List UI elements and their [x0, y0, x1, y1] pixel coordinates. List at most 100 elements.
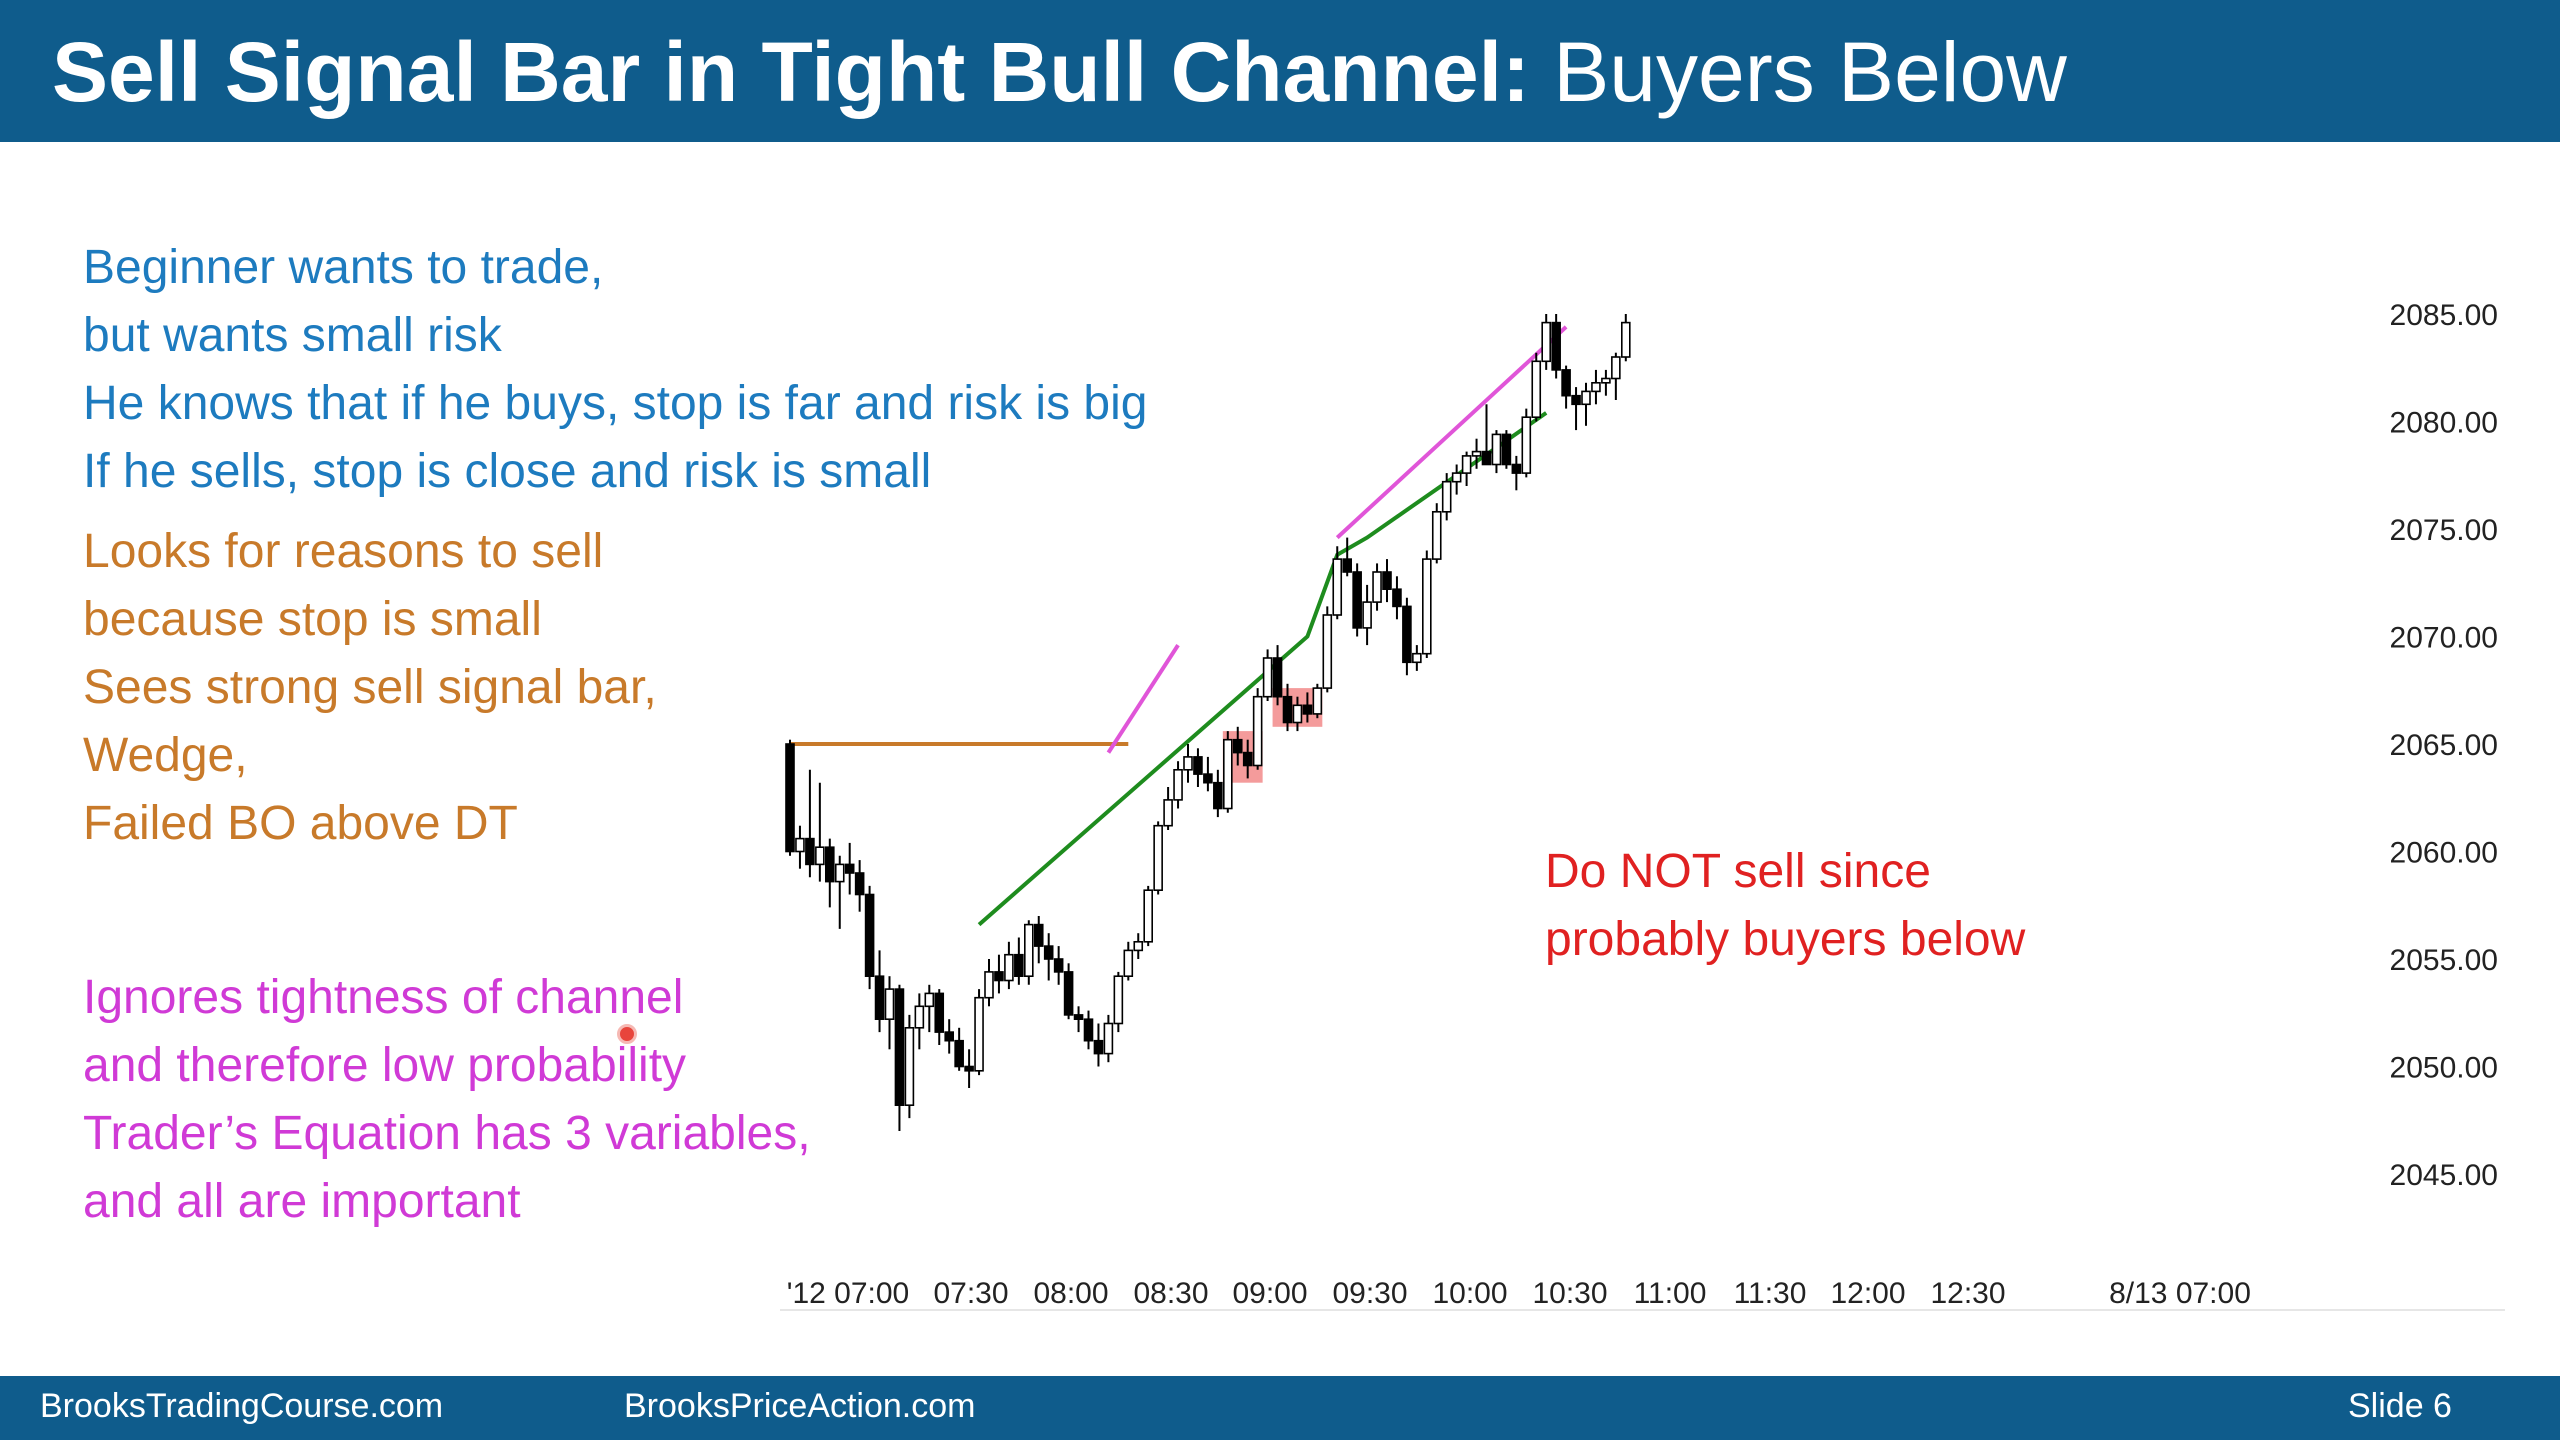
- bull-candle: [1024, 923, 1034, 977]
- bull-candle: [1422, 558, 1432, 655]
- bull-candle: [815, 846, 825, 866]
- bull-candle: [1153, 824, 1163, 892]
- bull-candle: [1163, 799, 1173, 827]
- bear-candle: [1033, 923, 1044, 947]
- orange-line: Sees strong sell signal bar,: [83, 661, 657, 714]
- y-tick-label: 2075.00: [2390, 514, 2498, 547]
- bear-candle: [785, 743, 795, 853]
- bull-candle: [1601, 377, 1611, 384]
- x-tick-label: 09:30: [1332, 1277, 1407, 1310]
- bull-candle: [1491, 433, 1502, 466]
- footer-left-link[interactable]: BrooksTradingCourse.com: [40, 1387, 444, 1425]
- bull-candle: [884, 988, 895, 1020]
- bear-candle: [1481, 450, 1492, 466]
- bear-candle: [1561, 369, 1571, 397]
- blue-line: He knows that if he buys, stop is far an…: [83, 377, 1148, 430]
- bull-candle: [1173, 768, 1183, 801]
- magenta-trendline-2: [1335, 325, 1568, 540]
- bull-candle: [1412, 652, 1422, 664]
- bear-candle: [1511, 463, 1522, 474]
- x-tick-label: 10:30: [1532, 1277, 1607, 1310]
- y-tick-label: 2055.00: [2390, 944, 2498, 977]
- bull-candle: [1521, 416, 1532, 474]
- x-tick-label: 08:00: [1033, 1277, 1108, 1310]
- bull-candle: [1292, 704, 1303, 724]
- bull-candle: [914, 1005, 925, 1029]
- bear-candle: [1093, 1039, 1104, 1055]
- y-tick-label: 2085.00: [2390, 299, 2498, 332]
- magenta-line: Ignores tightness of channel: [83, 971, 684, 1024]
- bear-candle: [994, 971, 1004, 982]
- bull-candle: [1123, 949, 1134, 978]
- blue-line: Beginner wants to trade,: [83, 241, 604, 294]
- orange-line: Failed BO above DT: [83, 797, 518, 850]
- bull-candle: [834, 863, 845, 883]
- bull-candle: [904, 1027, 915, 1107]
- bear-candle: [934, 992, 945, 1033]
- laser-pointer-icon: [617, 1024, 637, 1044]
- bear-candle: [1203, 773, 1213, 784]
- green-trendline: [977, 411, 1548, 927]
- bull-candle: [1133, 940, 1144, 952]
- red-note-line: Do NOT sell since: [1545, 845, 1931, 898]
- bull-candle: [984, 971, 994, 999]
- magenta-explanation: Ignores tightness of channel and therefo…: [83, 964, 811, 1236]
- bull-candle: [1103, 1022, 1114, 1055]
- y-tick-label: 2080.00: [2390, 407, 2498, 440]
- bull-candle: [1223, 738, 1233, 810]
- orange-line: because stop is small: [83, 593, 542, 646]
- x-tick-label: 8/13 07:00: [2109, 1277, 2251, 1310]
- bull-candle: [1113, 975, 1124, 1025]
- bull-candle: [1332, 558, 1343, 616]
- bear-candle: [964, 1065, 974, 1072]
- slide-title: Sell Signal Bar in Tight Bull Channel: B…: [52, 24, 2067, 120]
- bear-candle: [844, 863, 855, 874]
- bull-candle: [1312, 687, 1323, 715]
- bear-candle: [1501, 433, 1512, 466]
- orange-line: Looks for reasons to sell: [83, 525, 604, 578]
- bear-candle: [954, 1039, 964, 1068]
- magenta-line: and therefore low probability: [83, 1039, 687, 1092]
- bull-candle: [1531, 360, 1542, 418]
- footer-bar: [0, 1376, 2560, 1440]
- bull-candle: [1451, 472, 1462, 483]
- x-tick-label: 12:00: [1830, 1277, 1905, 1310]
- bear-candle: [1302, 704, 1313, 715]
- bull-candle: [1621, 321, 1631, 358]
- bear-candle: [1043, 945, 1054, 960]
- magenta-line: Trader’s Equation has 3 variables,: [83, 1107, 811, 1160]
- x-tick-label: 11:30: [1734, 1277, 1807, 1310]
- bear-candle: [824, 846, 835, 883]
- x-tick-label: 10:00: [1432, 1277, 1507, 1310]
- bull-candle: [1143, 889, 1153, 943]
- bull-candle: [1004, 953, 1014, 982]
- orange-explanation: Looks for reasons to sell because stop i…: [83, 518, 657, 858]
- bull-candle: [1362, 601, 1372, 629]
- bear-candle: [1551, 321, 1561, 371]
- bear-candle: [854, 872, 865, 896]
- x-tick-label: 11:00: [1634, 1277, 1707, 1310]
- bull-candle: [1183, 756, 1193, 771]
- y-tick-label: 2050.00: [2390, 1052, 2498, 1085]
- bull-candle: [1252, 695, 1263, 767]
- bear-candle: [1342, 558, 1352, 573]
- bull-candle: [1581, 390, 1591, 406]
- bear-candle: [1272, 657, 1283, 698]
- bear-candle: [1282, 695, 1293, 724]
- bull-candle: [795, 837, 805, 853]
- bear-candle: [1242, 751, 1253, 767]
- bear-candle: [1402, 605, 1412, 664]
- bull-candle: [1541, 321, 1551, 363]
- bear-candle: [1213, 781, 1223, 810]
- footer-middle-link[interactable]: BrooksPriceAction.com: [624, 1387, 976, 1425]
- bull-candle: [1461, 455, 1472, 474]
- y-tick-label: 2045.00: [2390, 1159, 2498, 1192]
- bear-candle: [1014, 953, 1024, 978]
- blue-line: but wants small risk: [83, 309, 502, 362]
- magenta-line: and all are important: [83, 1175, 521, 1228]
- red-note: Do NOT sell since probably buyers below: [1545, 838, 2025, 974]
- bull-candle: [974, 996, 984, 1072]
- x-tick-label: 12:30: [1930, 1277, 2005, 1310]
